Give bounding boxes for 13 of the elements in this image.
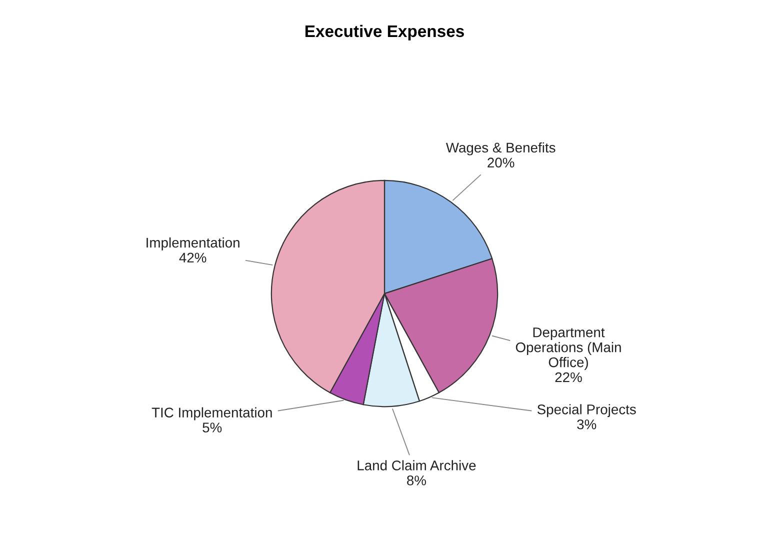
slice-label: Land Claim Archive	[358, 460, 476, 470]
slice-label: TIC Implementation	[152, 407, 272, 420]
data-label: 42%	[179, 252, 206, 263]
data-label: 3%	[577, 419, 596, 430]
data-label: 5%	[202, 422, 222, 432]
data-label: 8%	[407, 476, 426, 486]
slice-label: Special Projects	[537, 404, 636, 418]
slice-label: Implementation	[146, 237, 240, 250]
slice-label: Wages & Benefits	[446, 142, 556, 156]
slice-label: Department Operations (Main Office)	[516, 328, 621, 370]
data-label: 20%	[488, 158, 514, 168]
chart-title: Executive Expenses	[305, 24, 464, 40]
data-label: 22%	[555, 372, 582, 382]
